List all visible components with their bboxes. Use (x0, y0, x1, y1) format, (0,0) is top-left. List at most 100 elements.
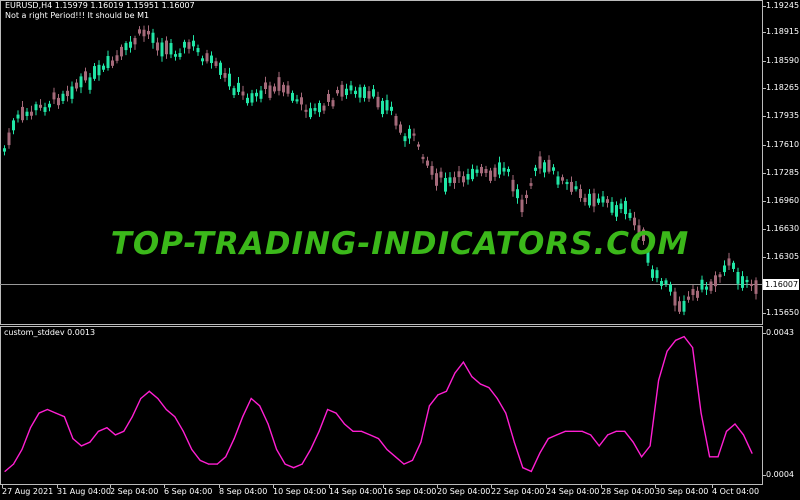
stddev-point (293, 467, 295, 469)
time-label: 10 Sep 04:00 (273, 487, 327, 496)
candle-body (156, 42, 159, 51)
time-label: 28 Sep 04:00 (601, 487, 655, 496)
candle-body (709, 281, 713, 291)
candle-body (331, 100, 335, 107)
candle-body (102, 65, 105, 70)
candle-body (75, 82, 78, 89)
candle-body (651, 269, 654, 278)
stddev-point (377, 438, 380, 440)
candle-body (268, 85, 272, 98)
candle-body (214, 61, 218, 66)
candle-body (727, 258, 731, 266)
stddev-point (479, 383, 481, 385)
candle-body (705, 286, 708, 290)
candle-body (106, 56, 110, 68)
stddev-point (114, 434, 116, 436)
indicator-label: custom_stddev 0.0013 (4, 328, 96, 337)
stddev-point (437, 394, 439, 396)
indicator-plot[interactable] (0, 326, 800, 486)
stddev-point (522, 467, 524, 469)
candle-body (700, 279, 704, 290)
time-label: 31 Aug 04:00 (57, 487, 111, 496)
candle-body (43, 107, 47, 112)
stddev-point (471, 376, 473, 378)
stddev-point (72, 438, 74, 440)
time-tick-mark (601, 485, 602, 488)
chart-frame (0, 0, 763, 325)
candle-body (192, 40, 195, 47)
candle-body (178, 53, 182, 57)
time-tick-mark (491, 485, 492, 488)
stddev-point (63, 416, 65, 418)
stddev-point (751, 452, 753, 454)
stddev-point (97, 430, 99, 432)
candle-body (606, 199, 609, 203)
stddev-point (675, 339, 677, 341)
candle-body (12, 120, 15, 131)
candle-body (628, 212, 632, 218)
stddev-point (165, 408, 167, 411)
time-label: 27 Aug 2021 (2, 487, 54, 496)
candle-body (498, 162, 501, 175)
candle-body (457, 171, 461, 178)
candle-body (462, 176, 465, 183)
candle-body (138, 29, 141, 34)
time-label: 4 Oct 04:00 (712, 487, 760, 496)
stddev-point (598, 445, 600, 447)
stddev-point (123, 430, 125, 432)
candle-body (129, 41, 132, 48)
candle-body (732, 262, 735, 269)
candle-body (619, 203, 623, 210)
stddev-point (89, 441, 91, 443)
time-tick-mark (329, 485, 330, 488)
candle-body (57, 97, 60, 106)
stddev-point (259, 405, 261, 407)
candle-body (259, 90, 263, 99)
candle-body (66, 90, 69, 97)
candle-body (327, 93, 330, 102)
candle-body (610, 201, 614, 213)
indicator-window[interactable]: custom_stddev 0.0013 0.0043 0.0004 (0, 326, 800, 486)
candle-body (133, 38, 137, 45)
price-tick: 1.19245 (766, 1, 800, 10)
stddev-point (131, 416, 133, 418)
candle-body (673, 291, 677, 306)
candle-body (511, 179, 515, 192)
candle-body (493, 167, 497, 177)
candle-body (745, 279, 749, 283)
candle-body (151, 32, 155, 43)
stddev-point (369, 434, 371, 436)
stddev-point (343, 423, 346, 425)
candle-body (421, 156, 425, 160)
stddev-point (394, 456, 397, 458)
candle-body (237, 82, 240, 92)
candle-body (448, 177, 452, 183)
price-chart[interactable]: EURUSD,H4 1.15979 1.16019 1.15951 1.1600… (0, 0, 800, 325)
time-axis[interactable]: 27 Aug 2021 31 Aug 04:00 2 Sep 04:00 6 Sep … (0, 485, 800, 500)
candle-body (124, 43, 128, 51)
stddev-point (632, 441, 634, 443)
time-tick-mark (383, 485, 384, 488)
stddev-series-line (4, 335, 753, 473)
candlestick-area[interactable] (0, 0, 800, 325)
candle-body (318, 103, 321, 113)
candle-body (232, 88, 236, 96)
stddev-point (658, 379, 660, 381)
time-tick-mark (219, 485, 220, 488)
price-tick: 1.16305 (766, 252, 800, 261)
stddev-point (564, 430, 566, 432)
candle-body (376, 96, 380, 108)
stddev-point (174, 416, 176, 418)
time-tick-mark (546, 485, 547, 488)
candle-body (466, 174, 470, 180)
time-tick-mark (437, 485, 438, 488)
stddev-point (488, 387, 490, 389)
candle-body (115, 55, 119, 61)
stddev-point (267, 423, 269, 425)
stddev-point (590, 434, 592, 436)
time-tick-mark (110, 485, 111, 488)
candle-body (570, 181, 573, 192)
stddev-point (216, 463, 218, 465)
candle-body (597, 198, 600, 203)
stddev-point (38, 412, 40, 414)
